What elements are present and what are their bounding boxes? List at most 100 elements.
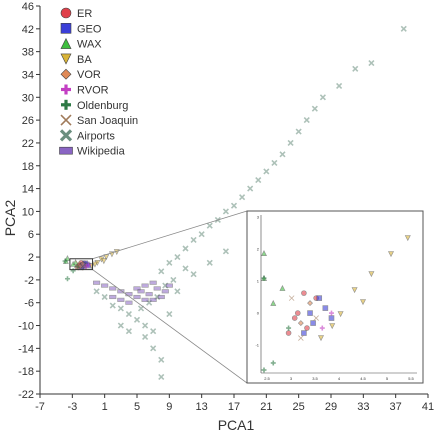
data-point <box>352 65 359 72</box>
legend-marker <box>60 37 72 49</box>
inset-x-tick-label: 3.5 <box>312 376 318 381</box>
data-point <box>117 297 125 302</box>
inset-point <box>261 250 267 257</box>
y-tick-label: 2 <box>28 252 34 264</box>
legend-marker <box>60 68 72 80</box>
y-tick-label: 34 <box>22 69 34 81</box>
y-tick-label: 6 <box>28 229 34 241</box>
data-point <box>133 316 141 323</box>
data-point <box>74 264 80 270</box>
data-point <box>70 268 76 274</box>
inset-point <box>319 325 325 331</box>
data-point <box>206 259 213 266</box>
legend-marker <box>60 22 72 34</box>
data-point <box>287 139 294 147</box>
data-point <box>93 288 100 295</box>
data-point <box>190 236 197 244</box>
x-axis-label: PCA1 <box>218 417 255 433</box>
inset-y-tick-label: -1 <box>255 343 259 348</box>
data-point <box>145 292 153 297</box>
data-point <box>222 208 229 215</box>
inset-point <box>294 310 301 316</box>
data-point <box>165 283 173 288</box>
inset-point <box>307 310 313 316</box>
legend-marker <box>59 129 73 142</box>
data-point <box>182 265 189 272</box>
legend-item: San Joaquin <box>60 114 138 127</box>
plot-area <box>62 25 407 380</box>
zoom-connector <box>92 210 248 260</box>
data-point <box>109 286 117 291</box>
inset-point <box>285 330 292 336</box>
x-tick-label: 5 <box>134 401 140 413</box>
inset-point <box>286 325 292 331</box>
legend-item: Airports <box>59 129 115 142</box>
inset-frame <box>246 210 424 384</box>
data-point <box>150 328 157 335</box>
legend-label: WAX <box>77 39 102 51</box>
inset-point <box>307 300 313 307</box>
data-point <box>125 328 132 335</box>
data-point <box>141 283 149 288</box>
data-point <box>303 117 310 124</box>
x-tick-label: 41 <box>422 401 434 413</box>
data-point <box>149 297 157 302</box>
data-point <box>161 289 169 294</box>
data-point <box>198 231 205 238</box>
legend-label: Airports <box>77 130 115 142</box>
y-tick-label: 18 <box>22 161 34 173</box>
data-point <box>319 94 326 101</box>
inset-point <box>368 271 375 278</box>
data-point <box>166 259 173 266</box>
legend-item: RVOR <box>61 84 109 97</box>
x-tick-label: 21 <box>260 401 272 413</box>
y-tick-label: -14 <box>18 343 34 355</box>
legend-item: Oldenburg <box>61 99 128 112</box>
data-point <box>125 300 133 305</box>
data-point <box>182 245 189 252</box>
legend-label: Oldenburg <box>77 100 128 112</box>
legend-label: ER <box>77 8 92 20</box>
zoom-inset: 2.5 3 3.5 4 4.5 5 5.5 3 2 1 0 -1 <box>69 210 424 384</box>
series-airports <box>93 25 407 380</box>
data-point <box>142 333 149 341</box>
legend-marker <box>61 99 71 110</box>
data-point <box>368 59 375 67</box>
x-tick-label: 37 <box>390 401 402 413</box>
y-tick-label: -22 <box>18 389 34 401</box>
y-tick-label: 10 <box>22 206 34 218</box>
legend-item: WAX <box>60 37 102 51</box>
x-tick-label: 17 <box>228 401 240 413</box>
inset-y-tick-label: 3 <box>257 215 260 220</box>
inset-point <box>388 251 394 258</box>
legend-item: GEO <box>60 22 102 35</box>
data-point <box>170 276 177 283</box>
data-point <box>141 297 149 302</box>
data-point <box>149 280 157 285</box>
y-tick-label: 42 <box>22 24 34 36</box>
x-tick-label: 25 <box>293 401 305 413</box>
inset-point <box>279 284 286 291</box>
data-point <box>230 202 238 209</box>
y-tick-label: -6 <box>24 298 34 310</box>
inset-x-tick-label: 4 <box>338 376 341 381</box>
inset-point <box>270 360 276 366</box>
inset-point <box>328 315 335 321</box>
legend-marker <box>60 53 72 65</box>
data-point <box>150 345 157 352</box>
legend-item: Wikipedia <box>59 146 126 158</box>
legend-label: RVOR <box>77 85 109 97</box>
data-point <box>153 286 161 291</box>
inset-point <box>270 299 277 306</box>
legend-item: VOR <box>60 68 101 81</box>
data-point <box>117 289 125 294</box>
data-point <box>117 322 124 329</box>
inset-point <box>304 325 310 331</box>
inset-point <box>316 295 323 301</box>
legend-label: San Joaquin <box>77 115 138 127</box>
data-point <box>271 159 278 166</box>
x-tick-label: 1 <box>102 401 108 413</box>
legend-label: Wikipedia <box>77 146 126 158</box>
inset-point <box>291 315 298 321</box>
data-point <box>91 261 98 268</box>
